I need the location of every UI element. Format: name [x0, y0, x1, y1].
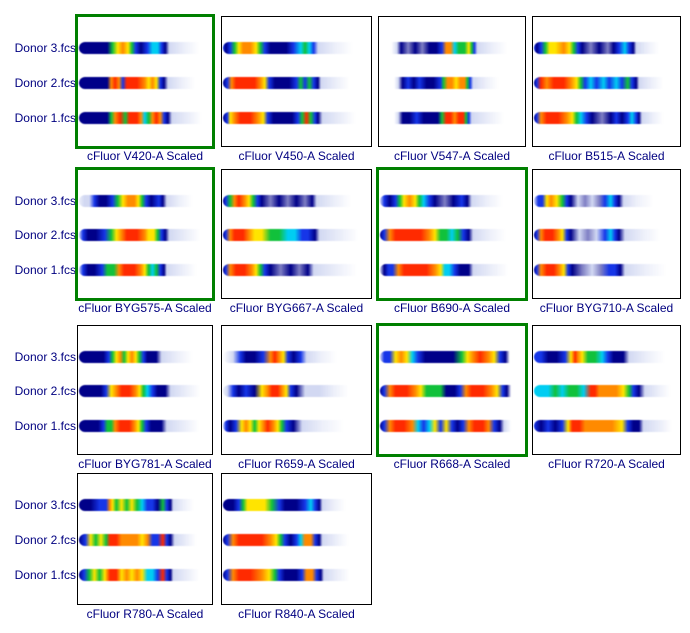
plot-cfluor-byg781-a-scaled[interactable]: [77, 325, 213, 455]
density-strip-donor-2-fcs: [534, 77, 676, 89]
plot-caption-cfluor-r659-a-scaled: cFluor R659-A Scaled: [238, 457, 355, 471]
plot-caption-cfluor-v420-a-scaled: cFluor V420-A Scaled: [86, 149, 204, 163]
plot-cfluor-r720-a-scaled[interactable]: [532, 325, 681, 455]
density-strip-donor-2-fcs: [534, 229, 676, 241]
plot-cfluor-b515-a-scaled[interactable]: [532, 16, 681, 147]
row-label-donor-2-fcs: Donor 2.fcs: [14, 384, 76, 398]
plot-caption-cfluor-v547-a-scaled: cFluor V547-A Scaled: [393, 149, 511, 163]
plot-caption-cfluor-byg710-a-scaled: cFluor BYG710-A Scaled: [539, 301, 674, 315]
density-strip-donor-3-fcs: [223, 499, 367, 511]
row-label-donor-2-fcs: Donor 2.fcs: [14, 228, 76, 242]
plot-caption-cfluor-b690-a-scaled: cFluor B690-A Scaled: [393, 301, 511, 315]
plot-cfluor-v420-a-scaled[interactable]: [75, 14, 215, 149]
density-strip-donor-1-fcs: [223, 112, 367, 124]
density-strip-donor-2-fcs: [223, 385, 367, 397]
row-label-donor-1-fcs: Donor 1.fcs: [14, 419, 76, 433]
plot-caption-cfluor-r668-a-scaled: cFluor R668-A Scaled: [393, 457, 511, 471]
row-label-donor-2-fcs: Donor 2.fcs: [14, 76, 76, 90]
plot-caption-cfluor-r720-a-scaled: cFluor R720-A Scaled: [548, 457, 665, 471]
row-label-donor-3-fcs: Donor 3.fcs: [14, 41, 76, 55]
density-strip-donor-1-fcs: [534, 112, 676, 124]
plot-cfluor-r668-a-scaled[interactable]: [376, 323, 528, 457]
density-strip-donor-1-fcs: [534, 420, 676, 432]
density-strip-donor-1-fcs: [380, 264, 521, 276]
density-strip-donor-3-fcs: [534, 42, 676, 54]
density-strip-donor-3-fcs: [79, 351, 208, 363]
row-label-donor-1-fcs: Donor 1.fcs: [14, 263, 76, 277]
plot-cfluor-byg575-a-scaled[interactable]: [75, 167, 215, 301]
plot-caption-cfluor-byg667-a-scaled: cFluor BYG667-A Scaled: [229, 301, 364, 315]
density-strip-donor-3-fcs: [223, 42, 367, 54]
plot-caption-cfluor-b515-a-scaled: cFluor B515-A Scaled: [548, 149, 665, 163]
density-strip-donor-1-fcs: [223, 264, 367, 276]
plot-cfluor-byg667-a-scaled[interactable]: [221, 169, 372, 299]
plot-cfluor-v450-a-scaled[interactable]: [221, 16, 372, 147]
density-strip-donor-3-fcs: [79, 42, 208, 54]
plot-cfluor-r840-a-scaled[interactable]: [221, 473, 372, 605]
row-label-donor-1-fcs: Donor 1.fcs: [14, 111, 76, 125]
density-strip-donor-3-fcs: [534, 351, 676, 363]
plot-caption-cfluor-byg575-a-scaled: cFluor BYG575-A Scaled: [78, 301, 212, 315]
density-strip-donor-1-fcs: [223, 569, 367, 581]
plot-cfluor-b690-a-scaled[interactable]: [376, 167, 528, 301]
density-strip-donor-1-fcs: [79, 420, 208, 432]
plot-caption-cfluor-v450-a-scaled: cFluor V450-A Scaled: [238, 149, 355, 163]
density-strip-donor-1-fcs: [79, 112, 208, 124]
density-strip-donor-3-fcs: [223, 195, 367, 207]
plot-caption-cfluor-r780-a-scaled: cFluor R780-A Scaled: [86, 607, 204, 621]
row-label-donor-3-fcs: Donor 3.fcs: [14, 498, 76, 512]
density-strip-donor-2-fcs: [380, 229, 521, 241]
density-strip-donor-3-fcs: [534, 195, 676, 207]
density-strip-donor-2-fcs: [380, 385, 521, 397]
density-strip-donor-3-fcs: [223, 351, 367, 363]
plot-cfluor-v547-a-scaled[interactable]: [378, 16, 526, 147]
density-strip-donor-2-fcs: [223, 534, 367, 546]
density-strip-donor-2-fcs: [79, 77, 208, 89]
plot-caption-cfluor-byg781-a-scaled: cFluor BYG781-A Scaled: [78, 457, 212, 471]
density-strip-donor-2-fcs: [534, 385, 676, 397]
density-strip-donor-1-fcs: [380, 112, 521, 124]
density-strip-donor-1-fcs: [380, 420, 521, 432]
density-strip-donor-3-fcs: [380, 42, 521, 54]
density-strip-donor-1-fcs: [223, 420, 367, 432]
row-label-donor-2-fcs: Donor 2.fcs: [14, 533, 76, 547]
density-strip-donor-2-fcs: [223, 229, 367, 241]
row-label-donor-1-fcs: Donor 1.fcs: [14, 568, 76, 582]
density-strip-donor-3-fcs: [79, 195, 208, 207]
density-strip-donor-2-fcs: [79, 229, 208, 241]
density-strip-donor-2-fcs: [79, 534, 208, 546]
density-strip-donor-2-fcs: [79, 385, 208, 397]
density-strip-donor-3-fcs: [380, 195, 521, 207]
row-label-donor-3-fcs: Donor 3.fcs: [14, 350, 76, 364]
density-strip-donor-1-fcs: [79, 264, 208, 276]
density-strip-donor-3-fcs: [380, 351, 521, 363]
density-strip-donor-2-fcs: [380, 77, 521, 89]
plot-cfluor-r659-a-scaled[interactable]: [221, 325, 372, 455]
density-strip-donor-3-fcs: [79, 499, 208, 511]
density-strip-donor-1-fcs: [534, 264, 676, 276]
row-label-donor-3-fcs: Donor 3.fcs: [14, 194, 76, 208]
plot-cfluor-r780-a-scaled[interactable]: [77, 473, 213, 605]
plot-cfluor-byg710-a-scaled[interactable]: [532, 169, 681, 299]
density-strip-donor-2-fcs: [223, 77, 367, 89]
density-strip-donor-1-fcs: [79, 569, 208, 581]
plot-caption-cfluor-r840-a-scaled: cFluor R840-A Scaled: [238, 607, 355, 621]
